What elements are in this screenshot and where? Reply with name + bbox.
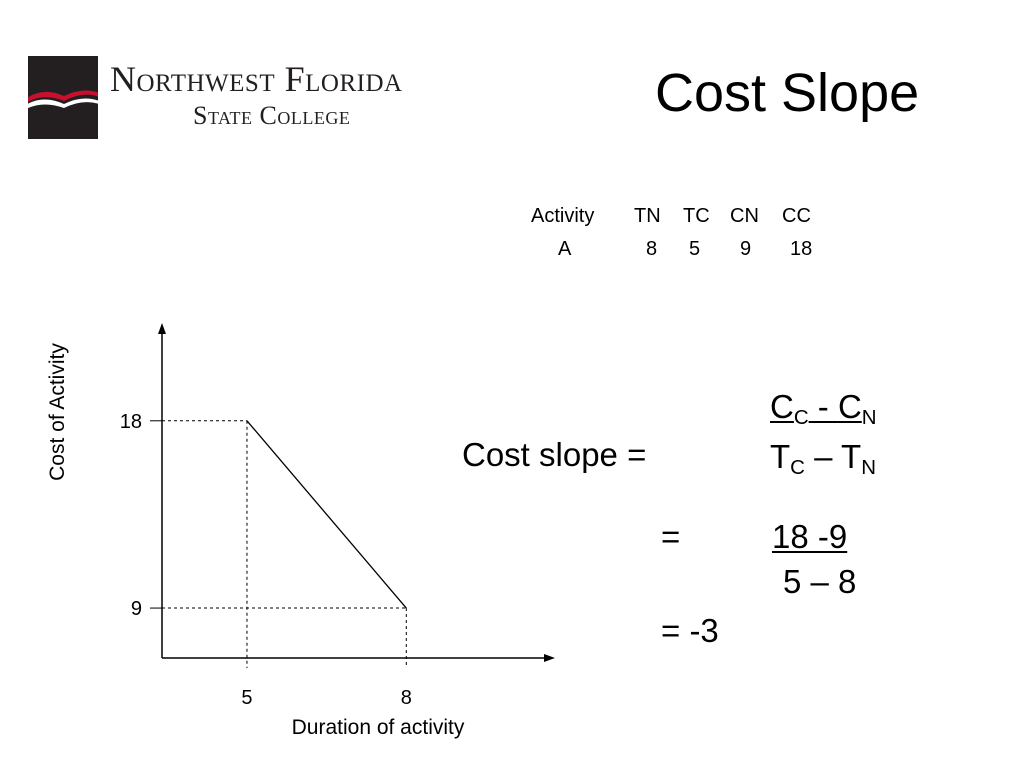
y-tick-label: 9 [131,598,142,620]
table-cell-cc: 18 [790,238,813,260]
den-op: – [804,438,842,475]
x-axis-label: Duration of activity [292,716,465,739]
den-sub2: N [861,456,876,480]
x-tick-label: 5 [241,687,252,709]
result: = -3 [661,612,719,649]
table-header-tc: TC [683,205,710,227]
den-sub1: C [790,456,805,480]
table-cell-activity: A [558,238,572,260]
table-header-cn: CN [730,205,759,227]
formula-denominator: TC – TN [770,438,876,480]
book-page-icon [28,98,98,109]
y-tick-label: 18 [120,411,142,433]
step2-denominator: 5 – 8 [783,563,857,600]
book-icon [28,90,98,102]
college-logo-mark [28,56,98,139]
table-header-cc: CC [782,205,811,227]
num-c1: C [770,388,794,425]
y-axis-arrow [158,323,166,334]
logo-name-line2: State College [193,101,351,130]
den-t2: T [841,438,862,475]
y-axis-label: Cost of Activity [46,343,69,481]
table-cell-tc: 5 [689,238,701,260]
num-c2: C [837,388,862,425]
num-op: - [808,388,838,425]
num-sub2: N [861,406,877,430]
table-header-activity: Activity [531,205,595,227]
logo-name-line1: Northwest Florida [110,59,403,99]
slide-title: Cost Slope [655,63,920,123]
num-sub1: C [793,406,809,430]
den-t1: T [770,438,791,475]
x-tick-label: 8 [401,687,412,709]
table-cell-tn: 8 [646,238,658,260]
step2-equals: = [661,518,681,555]
cost-duration-line [246,420,407,609]
cost-slope-label: Cost slope = [462,436,647,473]
table-cell-cn: 9 [740,238,752,260]
formula-numerator: CC - CN [770,388,877,430]
step2-numerator: 18 -9 [772,518,848,555]
x-axis-arrow [544,654,555,662]
table-header-tn: TN [634,205,661,227]
